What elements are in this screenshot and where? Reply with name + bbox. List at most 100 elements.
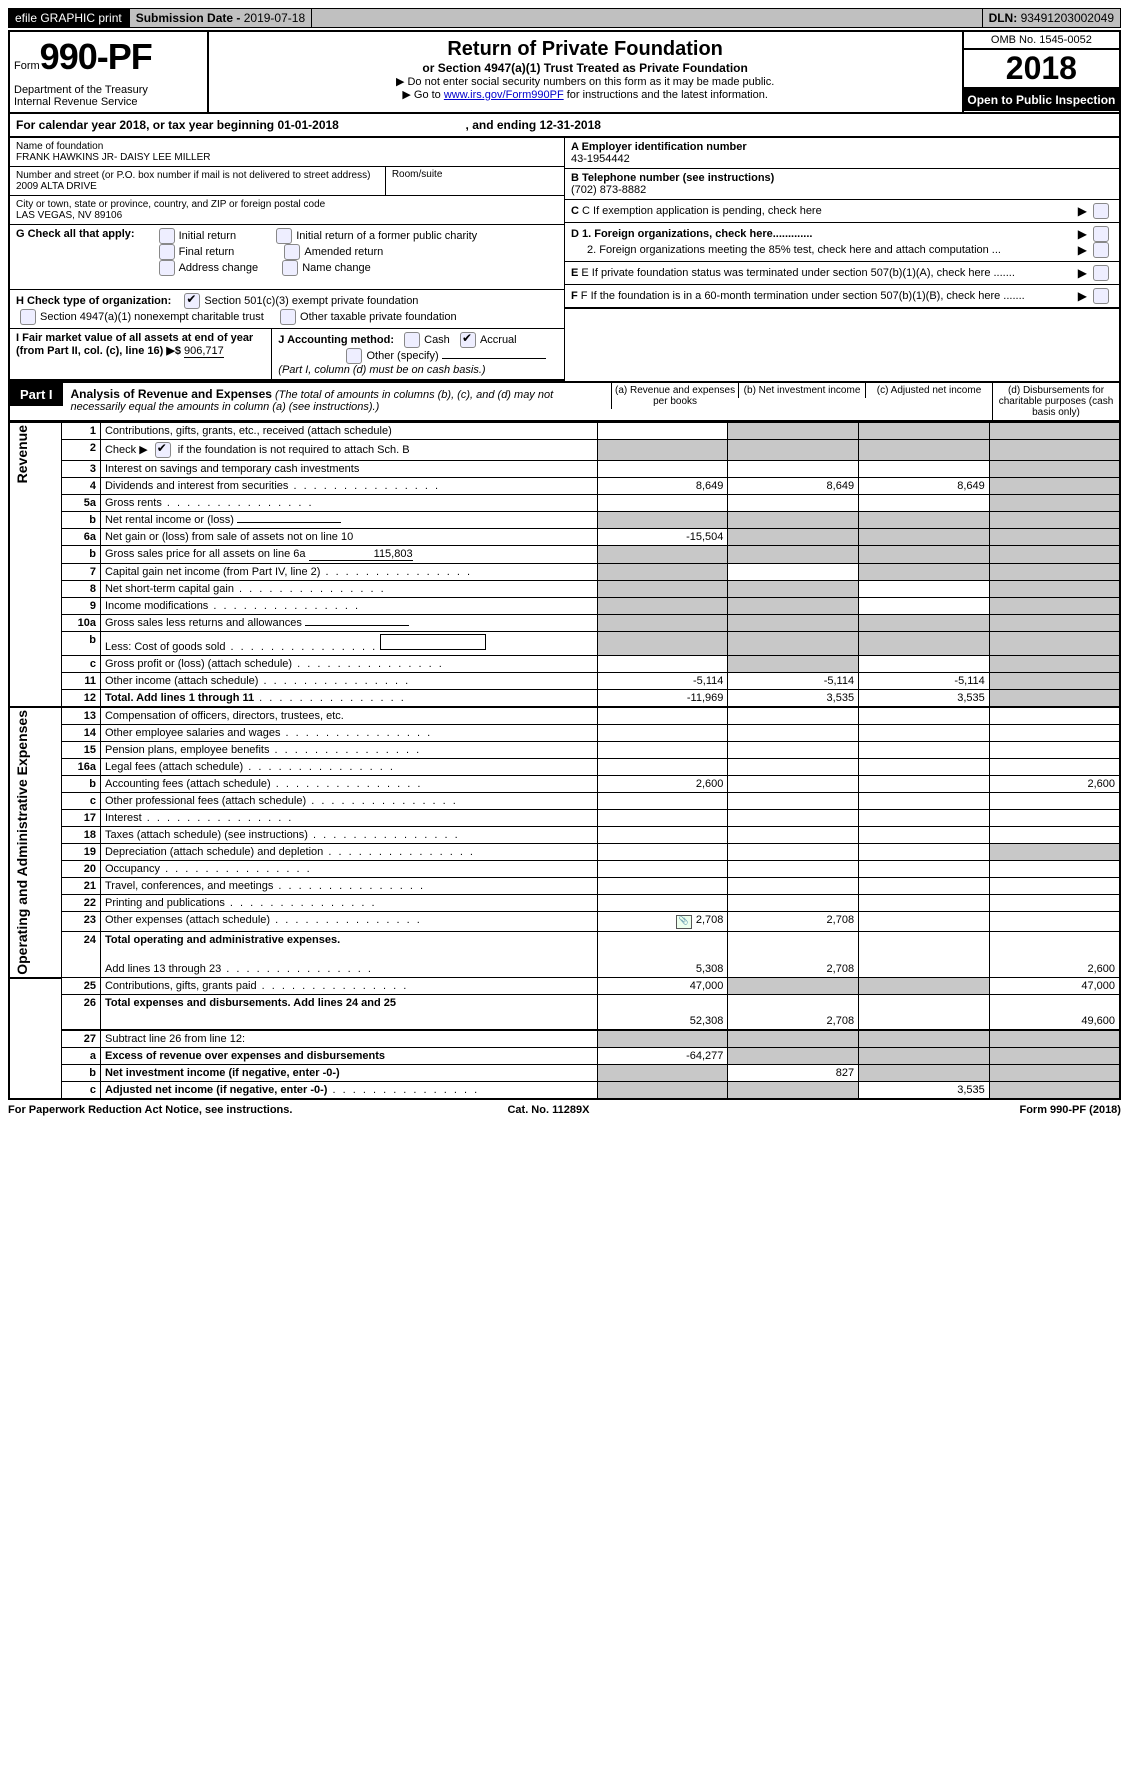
checkbox-4947[interactable] xyxy=(20,309,36,325)
col-a-header: (a) Revenue and expenses per books xyxy=(611,383,738,409)
checkbox-d1[interactable] xyxy=(1093,226,1109,242)
row-10c: cGross profit or (loss) (attach schedule… xyxy=(9,656,1120,673)
input-5b[interactable] xyxy=(237,522,341,523)
g-check-row: G Check all that apply: Initial return I… xyxy=(10,225,564,290)
checkbox-cash[interactable] xyxy=(404,332,420,348)
row-8: 8Net short-term capital gain xyxy=(9,581,1120,598)
tax-year: 2018 xyxy=(964,50,1119,89)
row-27c: cAdjusted net income (if negative, enter… xyxy=(9,1082,1120,1100)
checkbox-schb[interactable] xyxy=(155,442,171,458)
checkbox-501c3[interactable] xyxy=(184,293,200,309)
row-17: 17Interest xyxy=(9,810,1120,827)
calendar-year-bar: For calendar year 2018, or tax year begi… xyxy=(8,114,1121,138)
col-d-header: (d) Disbursements for charitable purpose… xyxy=(992,383,1119,420)
c-cell: C C If exemption application is pending,… xyxy=(565,200,1119,223)
irs-link[interactable]: www.irs.gov/Form990PF xyxy=(444,89,564,101)
address-cell: Number and street (or P.O. box number if… xyxy=(10,167,564,196)
checkbox-initial-former[interactable] xyxy=(276,228,292,244)
row-20: 20Occupancy xyxy=(9,861,1120,878)
e-cell: E E If private foundation status was ter… xyxy=(565,262,1119,285)
row-27: 27Subtract line 26 from line 12: xyxy=(9,1030,1120,1048)
footer-right: Form 990-PF (2018) xyxy=(1019,1104,1121,1116)
row-12: 12Total. Add lines 1 through 11 -11,9693… xyxy=(9,690,1120,708)
submission-date: Submission Date - 2019-07-18 xyxy=(129,8,312,28)
row-4: 4Dividends and interest from securities … xyxy=(9,478,1120,495)
checkbox-final-return[interactable] xyxy=(159,244,175,260)
input-10a[interactable] xyxy=(305,625,409,626)
form-header: Form990-PF Department of the Treasury In… xyxy=(8,30,1121,114)
row-11: 11Other income (attach schedule) -5,114-… xyxy=(9,673,1120,690)
row-2: 2 Check ▶ if the foundation is not requi… xyxy=(9,440,1120,461)
row-27a: aExcess of revenue over expenses and dis… xyxy=(9,1048,1120,1065)
checkbox-amended-return[interactable] xyxy=(284,244,300,260)
row-22: 22Printing and publications xyxy=(9,895,1120,912)
j-note: (Part I, column (d) must be on cash basi… xyxy=(278,364,485,376)
row-6b: bGross sales price for all assets on lin… xyxy=(9,546,1120,564)
row-18: 18Taxes (attach schedule) (see instructi… xyxy=(9,827,1120,844)
row-1: Revenue 1 Contributions, gifts, grants, … xyxy=(9,423,1120,440)
checkbox-other-taxable[interactable] xyxy=(280,309,296,325)
dln: DLN: 93491203002049 xyxy=(982,8,1121,28)
row-25: 25Contributions, gifts, grants paid47,00… xyxy=(9,978,1120,995)
opex-side-label: Operating and Administrative Expenses xyxy=(14,710,30,975)
checkbox-d2[interactable] xyxy=(1093,242,1109,258)
attachment-icon[interactable]: 📎 xyxy=(676,915,692,929)
page-footer: For Paperwork Reduction Act Notice, see … xyxy=(8,1100,1121,1116)
info-right: A Employer identification number 43-1954… xyxy=(564,138,1119,381)
info-grid: Name of foundation FRANK HAWKINS JR- DAI… xyxy=(8,138,1121,381)
row-13: Operating and Administrative Expenses 13… xyxy=(9,707,1120,725)
top-bar: efile GRAPHIC print Submission Date - 20… xyxy=(8,8,1121,28)
city-cell: City or town, state or province, country… xyxy=(10,196,564,225)
footer-mid: Cat. No. 11289X xyxy=(507,1104,589,1116)
phone-cell: B Telephone number (see instructions) (7… xyxy=(565,169,1119,200)
checkbox-accrual[interactable] xyxy=(460,332,476,348)
row-26: 26Total expenses and disbursements. Add … xyxy=(9,995,1120,1031)
header-mid: Return of Private Foundation or Section … xyxy=(209,32,964,112)
checkbox-initial-return[interactable] xyxy=(159,228,175,244)
part1-title: Analysis of Revenue and Expenses (The to… xyxy=(63,383,612,417)
irs-label: Internal Revenue Service xyxy=(14,96,203,108)
omb-number: OMB No. 1545-0052 xyxy=(964,32,1119,50)
checkbox-c[interactable] xyxy=(1093,203,1109,219)
row-10b: bLess: Cost of goods sold xyxy=(9,632,1120,656)
i-value: 906,717 xyxy=(184,345,224,358)
h-check-row: H Check type of organization: Section 50… xyxy=(10,290,564,329)
part1-tag: Part I xyxy=(10,383,63,406)
checkbox-other-method[interactable] xyxy=(346,348,362,364)
row-5b: bNet rental income or (loss) xyxy=(9,512,1120,529)
d-cell: D 1. Foreign organizations, check here..… xyxy=(565,223,1119,262)
goto-line: ▶ Go to www.irs.gov/Form990PF for instru… xyxy=(217,88,954,101)
row-24: 24Total operating and administrative exp… xyxy=(9,932,1120,962)
part1-header: Part I Analysis of Revenue and Expenses … xyxy=(8,381,1121,422)
foundation-name-cell: Name of foundation FRANK HAWKINS JR- DAI… xyxy=(10,138,564,167)
row-15: 15Pension plans, employee benefits xyxy=(9,742,1120,759)
input-6b[interactable]: 115,803 xyxy=(309,548,413,561)
topbar-spacer xyxy=(312,8,981,28)
checkbox-e[interactable] xyxy=(1093,265,1109,281)
i-j-row: I Fair market value of all assets at end… xyxy=(10,329,564,381)
row-10a: 10aGross sales less returns and allowanc… xyxy=(9,615,1120,632)
row-9: 9Income modifications xyxy=(9,598,1120,615)
row-19: 19Depreciation (attach schedule) and dep… xyxy=(9,844,1120,861)
col-c-header: (c) Adjusted net income xyxy=(865,383,992,398)
checkbox-name-change[interactable] xyxy=(282,260,298,276)
row-7: 7Capital gain net income (from Part IV, … xyxy=(9,564,1120,581)
part1-table: Revenue 1 Contributions, gifts, grants, … xyxy=(8,422,1121,1100)
f-cell: F F If the foundation is in a 60-month t… xyxy=(565,285,1119,309)
form-title: Return of Private Foundation xyxy=(217,38,954,61)
header-left: Form990-PF Department of the Treasury In… xyxy=(10,32,209,112)
row-27b: bNet investment income (if negative, ent… xyxy=(9,1065,1120,1082)
row-23: 23Other expenses (attach schedule)📎2,708… xyxy=(9,912,1120,932)
row-16c: cOther professional fees (attach schedul… xyxy=(9,793,1120,810)
dept-label: Department of the Treasury xyxy=(14,84,203,96)
col-b-header: (b) Net investment income xyxy=(738,383,865,398)
form-number: 990-PF xyxy=(40,36,152,77)
other-specify-input[interactable] xyxy=(442,358,546,359)
checkbox-f[interactable] xyxy=(1093,288,1109,304)
input-10b[interactable] xyxy=(380,634,486,650)
checkbox-address-change[interactable] xyxy=(159,260,175,276)
row-3: 3Interest on savings and temporary cash … xyxy=(9,461,1120,478)
footer-left: For Paperwork Reduction Act Notice, see … xyxy=(8,1104,292,1116)
row-5a: 5aGross rents xyxy=(9,495,1120,512)
info-left: Name of foundation FRANK HAWKINS JR- DAI… xyxy=(10,138,564,381)
